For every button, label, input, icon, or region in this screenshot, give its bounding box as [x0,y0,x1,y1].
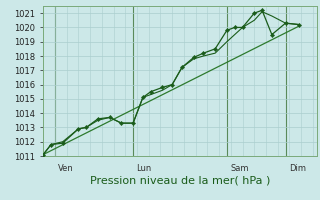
Text: Lun: Lun [136,164,151,173]
Text: Dim: Dim [289,164,306,173]
Text: Sam: Sam [230,164,249,173]
Text: Ven: Ven [58,164,74,173]
X-axis label: Pression niveau de la mer( hPa ): Pression niveau de la mer( hPa ) [90,175,270,185]
